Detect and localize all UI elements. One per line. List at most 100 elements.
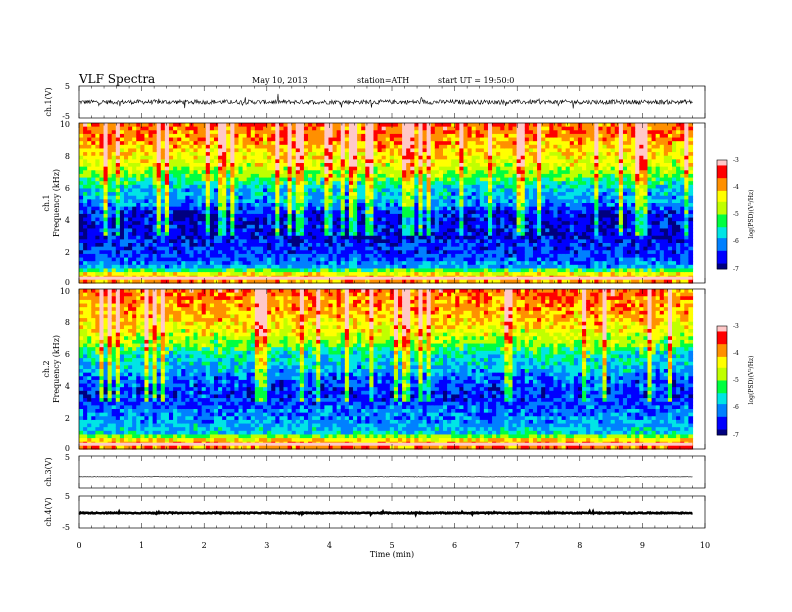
- spectrogram-cell: [422, 177, 428, 182]
- spectrogram-cell: [213, 253, 219, 259]
- spectrogram-cell: [193, 123, 199, 128]
- spectrogram-cell: [410, 144, 415, 150]
- spectrogram-cell: [348, 279, 354, 284]
- spectrogram-cell: [496, 217, 501, 222]
- spectrogram-cell: [275, 184, 280, 190]
- spectrogram-cell: [181, 163, 186, 168]
- spectrogram-cell: [242, 155, 248, 160]
- spectrogram-cell: [238, 199, 244, 204]
- spectrogram-cell: [398, 144, 403, 150]
- spectrogram-cell: [463, 133, 469, 139]
- spectrogram-cell: [344, 243, 350, 248]
- spectrogram-cell: [209, 166, 215, 171]
- spectrogram-cell: [316, 203, 321, 208]
- spectrogram-cell: [369, 137, 375, 142]
- spectrogram-cell: [136, 126, 141, 131]
- spectrogram-cell: [99, 173, 105, 179]
- spectrogram-cell: [213, 250, 219, 255]
- spectrogram-cell: [348, 155, 354, 160]
- spectrogram-cell: [361, 221, 366, 226]
- spectrogram-cell: [328, 126, 334, 131]
- spectrogram-cell: [156, 192, 162, 197]
- spectrogram-cell: [283, 123, 289, 128]
- spectrogram-cell: [234, 123, 240, 128]
- spectrogram-cell: [528, 155, 534, 160]
- spectrogram-cell: [218, 173, 223, 179]
- spectrogram-cell: [115, 144, 121, 150]
- spectrogram-cell: [181, 279, 186, 284]
- spectrogram-cell: [426, 221, 432, 226]
- spectrogram-cell: [496, 199, 501, 204]
- spectrogram-cell: [410, 123, 415, 128]
- spectrogram-cell: [226, 163, 231, 168]
- spectrogram-cell: [156, 217, 162, 222]
- spectrogram-cell: [479, 264, 485, 270]
- spectrogram-cell: [447, 133, 452, 139]
- spectrogram-cell: [373, 173, 379, 179]
- spectrogram-cell: [410, 224, 415, 230]
- spectrogram-cell: [83, 235, 88, 240]
- spectrogram-cell: [99, 184, 105, 190]
- spectrogram-cell: [406, 228, 411, 233]
- spectrogram-cell: [128, 246, 133, 251]
- spectrogram-cell: [103, 144, 109, 150]
- spectrogram-cell: [115, 264, 121, 270]
- spectrogram-cell: [218, 279, 223, 284]
- spectrogram-cell: [475, 133, 481, 139]
- spectrogram-cell: [348, 228, 354, 233]
- spectrogram-cell: [328, 264, 334, 270]
- spectrogram-cell: [164, 181, 170, 186]
- spectrogram-cell: [160, 137, 166, 142]
- spectrogram-cell: [524, 272, 530, 277]
- spectrogram-cell: [512, 253, 518, 259]
- spectrogram-cell: [361, 232, 366, 237]
- spectrogram-cell: [173, 166, 178, 171]
- spectrogram-cell: [410, 199, 415, 204]
- spectrogram-cell: [528, 166, 534, 171]
- spectrogram-cell: [451, 257, 456, 262]
- spectrogram-cell: [340, 261, 346, 266]
- spectrogram-cell: [414, 170, 420, 175]
- spectrogram-cell: [168, 159, 174, 164]
- spectrogram-cell: [316, 224, 321, 230]
- spectrogram-cell: [238, 243, 244, 248]
- spectrogram-cell: [418, 264, 424, 270]
- spectrogram-cell: [275, 210, 280, 215]
- spectrogram-cell: [263, 141, 268, 146]
- spectrogram-cell: [426, 155, 432, 160]
- spectrogram-cell: [398, 210, 403, 215]
- spectrogram-cell: [381, 232, 387, 237]
- spectrogram-cell: [246, 130, 252, 135]
- spectrogram-cell: [475, 257, 481, 262]
- spectrogram-cell: [279, 232, 285, 237]
- spectrogram-cell: [303, 184, 309, 190]
- spectrogram-cell: [471, 166, 477, 171]
- spectrogram-cell: [389, 130, 395, 135]
- spectrogram-cell: [144, 177, 150, 182]
- spectrogram-cell: [344, 166, 350, 171]
- spectrogram-cell: [430, 203, 436, 208]
- spectrogram-cell: [303, 133, 309, 139]
- spectrogram-cell: [103, 123, 109, 128]
- spectrogram-cell: [234, 177, 240, 182]
- spectrogram-cell: [205, 133, 211, 139]
- spectrogram-cell: [205, 246, 211, 251]
- spectrogram-cell: [254, 195, 260, 200]
- spectrogram-cell: [398, 239, 403, 244]
- spectrogram-cell: [209, 224, 215, 230]
- spectrogram-cell: [487, 184, 493, 190]
- spectrogram-cell: [189, 199, 195, 204]
- spectrogram-cell: [426, 279, 432, 284]
- spectrogram-cell: [87, 166, 92, 171]
- spectrogram-cell: [377, 250, 383, 255]
- spectrogram-cell: [414, 184, 420, 190]
- spectrogram-cell: [148, 268, 154, 273]
- spectrogram-cell: [312, 188, 317, 193]
- spectrogram-cell: [463, 188, 469, 193]
- spectrogram-cell: [209, 192, 215, 197]
- spectrogram-cell: [398, 141, 403, 146]
- spectrogram-cell: [398, 243, 403, 248]
- spectrogram-cell: [438, 257, 444, 262]
- spectrogram-cell: [410, 268, 415, 273]
- spectrogram-cell: [328, 210, 334, 215]
